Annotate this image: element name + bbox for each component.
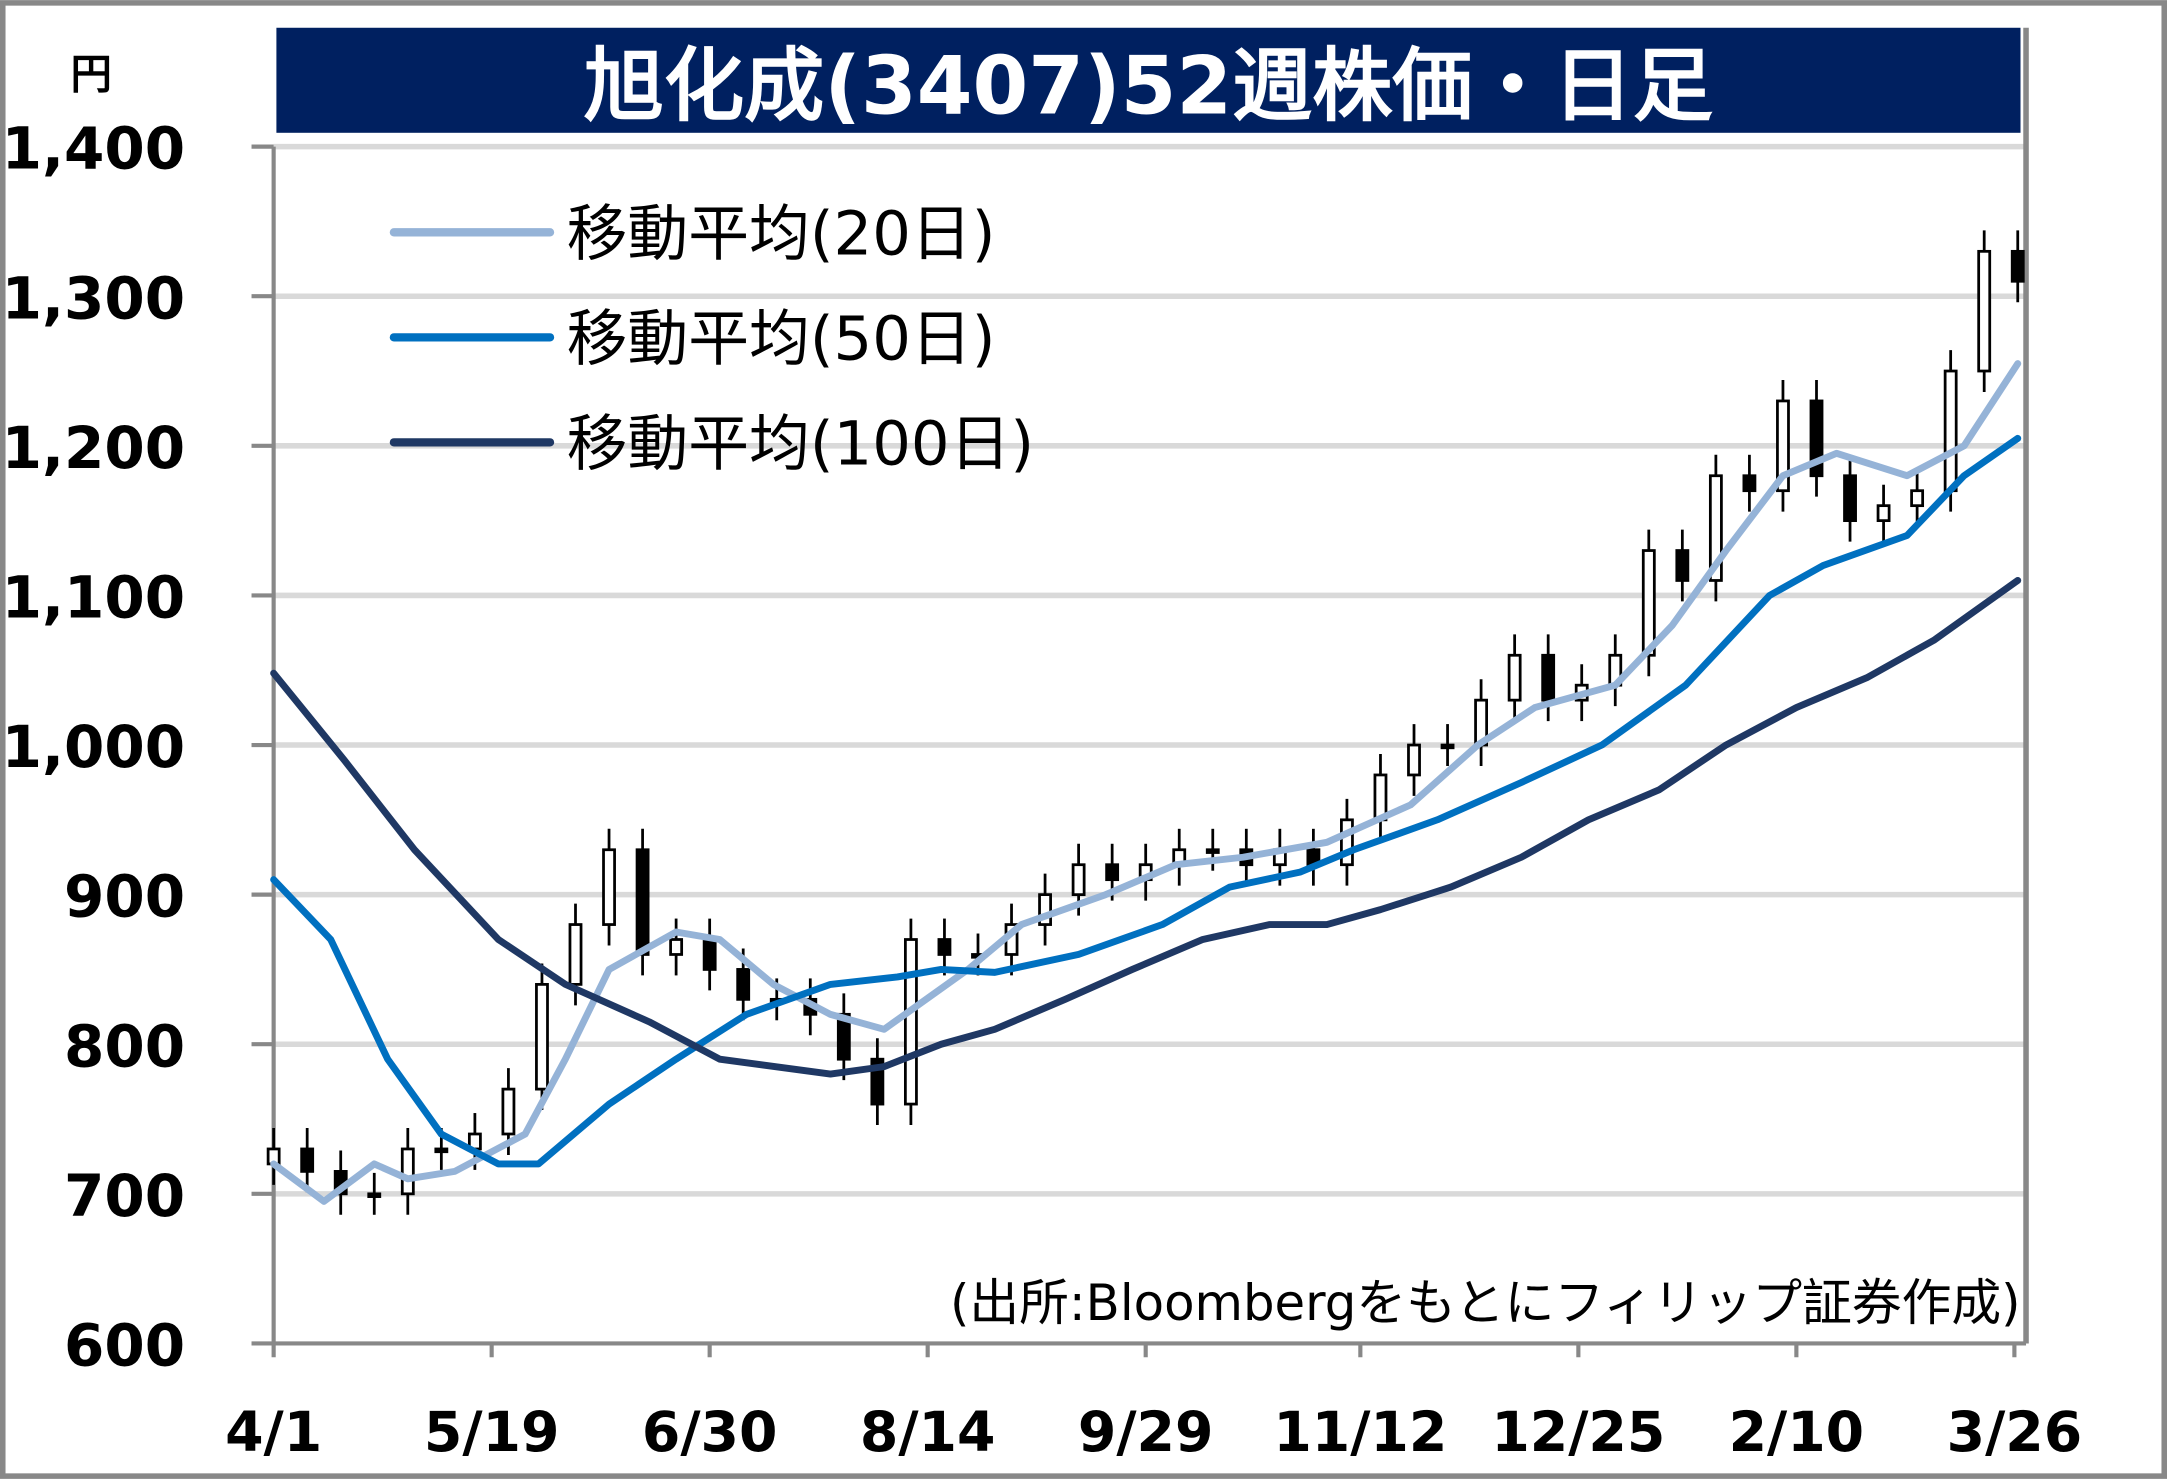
moving-average-line xyxy=(270,576,2022,1078)
candlestick xyxy=(1407,724,1421,796)
candlestick xyxy=(1776,379,1790,512)
y-tick-label: 1,300 xyxy=(2,264,186,332)
candle-body xyxy=(1340,818,1354,867)
candle-body xyxy=(568,923,583,986)
y-axis-unit: 円 xyxy=(70,51,111,99)
candle-body xyxy=(836,1012,851,1061)
y-tick-label: 700 xyxy=(64,1162,185,1230)
candlestick xyxy=(367,1172,382,1215)
candlestick xyxy=(1742,454,1757,512)
candle-body xyxy=(1776,399,1790,493)
moving-average-line xyxy=(270,360,2022,1205)
candle-body xyxy=(937,938,952,956)
candle-body xyxy=(1071,863,1086,897)
legend-label: 移動平均(50日) xyxy=(567,304,996,374)
candle-body xyxy=(1708,474,1723,582)
candlestick xyxy=(836,993,851,1081)
chart-title: 旭化成(3407)52週株価・日足 xyxy=(584,39,1713,132)
candlestick xyxy=(1843,454,1857,542)
candle-body xyxy=(1407,743,1421,777)
candlestick xyxy=(400,1128,415,1215)
y-tick-label: 1,000 xyxy=(2,713,186,781)
candlestick xyxy=(602,828,616,946)
x-tick-label: 8/14 xyxy=(860,1401,996,1465)
x-tick-label: 4/1 xyxy=(225,1401,322,1465)
legend-label: 移動平均(100日) xyxy=(567,409,1034,479)
candlestick xyxy=(1507,634,1522,722)
candle-body xyxy=(1541,653,1556,702)
candle-body xyxy=(1876,504,1891,523)
x-tick-label: 6/30 xyxy=(642,1401,778,1465)
candlestick xyxy=(300,1128,315,1193)
candle-body xyxy=(736,968,751,1001)
candle-body xyxy=(602,848,616,926)
x-tick-label: 5/19 xyxy=(424,1401,560,1465)
x-tick-label: 9/29 xyxy=(1078,1401,1214,1465)
y-tick-label: 800 xyxy=(64,1012,185,1080)
candle-body xyxy=(1675,549,1690,582)
x-tick-label: 11/12 xyxy=(1273,1401,1447,1465)
candlestick xyxy=(870,1038,885,1126)
candle-body xyxy=(501,1087,516,1136)
candle-body xyxy=(870,1057,885,1106)
candlestick xyxy=(1340,798,1354,886)
candle-body xyxy=(535,983,549,1091)
candlestick xyxy=(1910,469,1925,527)
candle-body xyxy=(2010,249,2025,283)
candlestick xyxy=(535,963,549,1111)
y-tick-label: 1,200 xyxy=(2,414,186,482)
source-annotation: (出所:Bloombergをもとにフィリップ証券作成) xyxy=(950,1274,2020,1332)
candlestick xyxy=(1977,230,1992,392)
candle-body xyxy=(1910,489,1925,508)
x-tick-label: 12/25 xyxy=(1491,1401,1665,1465)
candle-body xyxy=(1440,743,1455,750)
candlestick xyxy=(1440,724,1455,766)
candle-body xyxy=(1205,848,1220,854)
candle-body xyxy=(669,938,684,956)
moving-average-line xyxy=(270,434,2022,1168)
y-tick-label: 1,100 xyxy=(2,564,186,632)
candlestick xyxy=(903,918,918,1126)
candlestick xyxy=(1809,379,1824,497)
y-tick-label: 600 xyxy=(64,1312,185,1380)
candlestick xyxy=(1708,454,1723,602)
x-tick-label: 3/26 xyxy=(1947,1401,2083,1465)
candle-body xyxy=(1742,474,1757,493)
candlestick xyxy=(1038,873,1052,946)
candle-body xyxy=(1809,399,1824,478)
candle-body xyxy=(434,1147,449,1154)
candle-body xyxy=(635,848,650,956)
candle-body xyxy=(1943,369,1958,493)
candlestick xyxy=(937,918,952,976)
candle-body xyxy=(300,1147,315,1173)
candlestick xyxy=(1675,529,1690,602)
candle-body xyxy=(1977,249,1992,373)
candle-body xyxy=(1038,893,1052,926)
candle-body xyxy=(1507,653,1522,702)
legend-label: 移動平均(20日) xyxy=(567,199,996,269)
candle-body xyxy=(1843,474,1857,523)
y-tick-label: 1,400 xyxy=(2,115,186,183)
candle-body xyxy=(1641,549,1656,657)
candlestick xyxy=(1876,484,1891,542)
candle-body xyxy=(903,938,918,1106)
candlestick xyxy=(2010,230,2025,303)
candle-body xyxy=(702,938,717,971)
title-bar xyxy=(276,27,2021,133)
candle-body xyxy=(1105,863,1120,882)
x-tick-label: 2/10 xyxy=(1729,1401,1865,1465)
candlestick xyxy=(669,918,684,976)
candle-body xyxy=(367,1192,382,1198)
candle-body xyxy=(400,1147,415,1196)
y-tick-label: 900 xyxy=(64,863,185,931)
